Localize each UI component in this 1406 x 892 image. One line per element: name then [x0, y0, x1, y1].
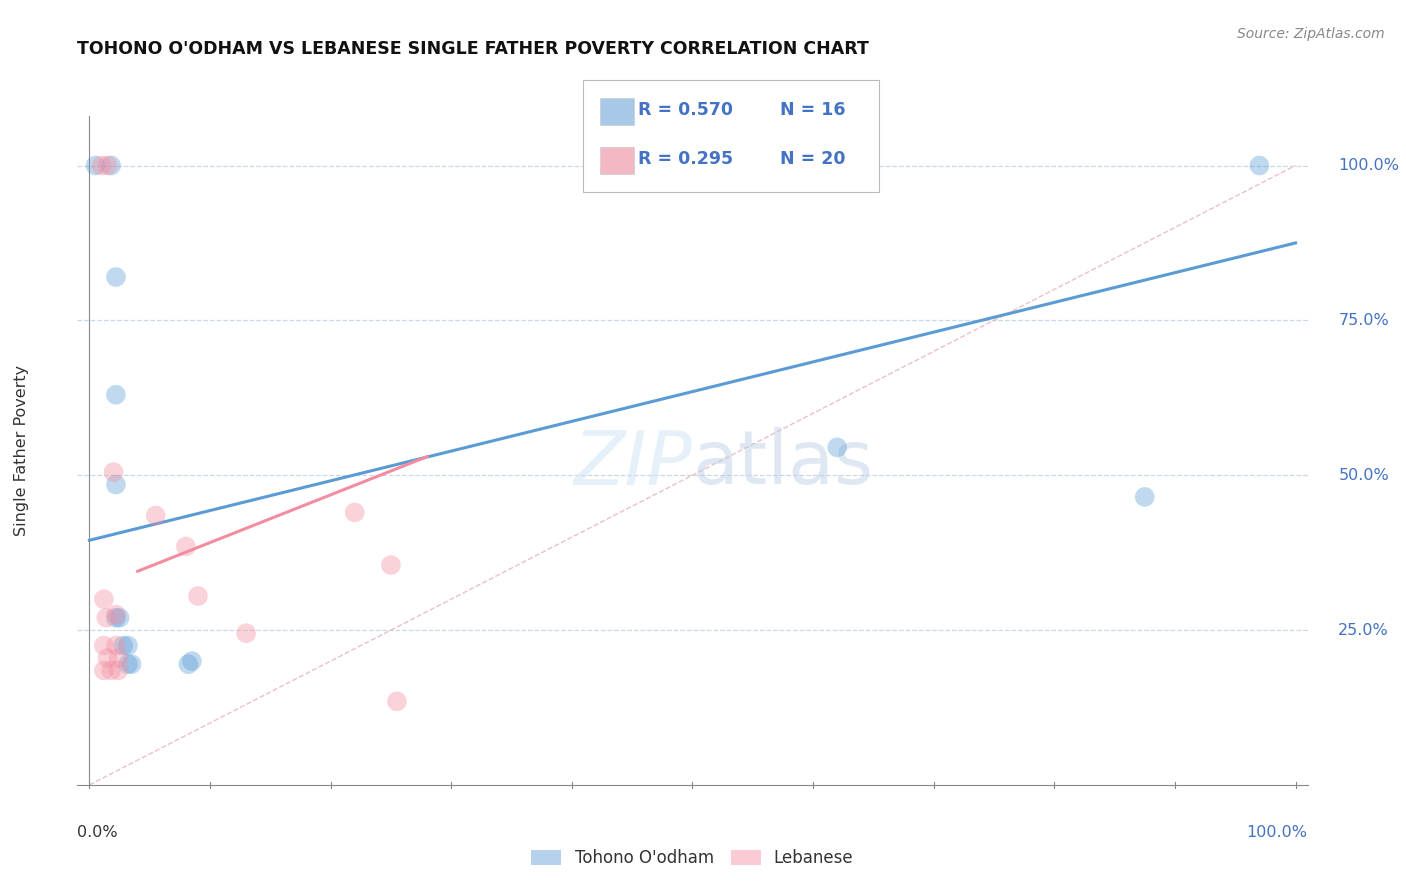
Point — [385, 694, 408, 708]
Point — [180, 654, 202, 668]
Point — [100, 159, 122, 173]
Text: Source: ZipAtlas.com: Source: ZipAtlas.com — [1237, 27, 1385, 41]
Point — [1249, 159, 1271, 173]
Point — [187, 589, 209, 603]
Point — [104, 611, 127, 625]
Point — [174, 540, 197, 554]
Point — [117, 657, 139, 672]
Point — [145, 508, 167, 523]
Text: TOHONO O'ODHAM VS LEBANESE SINGLE FATHER POVERTY CORRELATION CHART: TOHONO O'ODHAM VS LEBANESE SINGLE FATHER… — [77, 40, 869, 58]
Point — [104, 639, 127, 653]
Point — [104, 387, 127, 401]
Text: 75.0%: 75.0% — [1339, 313, 1389, 328]
Text: R = 0.295: R = 0.295 — [638, 150, 734, 168]
Text: 100.0%: 100.0% — [1339, 158, 1399, 173]
Point — [104, 607, 127, 622]
Point — [1133, 490, 1156, 504]
Text: N = 16: N = 16 — [780, 101, 846, 119]
Point — [117, 639, 139, 653]
Point — [121, 657, 143, 672]
Point — [104, 477, 127, 491]
Text: 100.0%: 100.0% — [1247, 825, 1308, 840]
Text: N = 20: N = 20 — [780, 150, 846, 168]
Point — [107, 664, 129, 678]
Point — [96, 159, 118, 173]
Point — [235, 626, 257, 640]
Point — [93, 664, 115, 678]
Point — [84, 159, 107, 173]
Point — [90, 159, 112, 173]
Point — [380, 558, 402, 572]
Text: ZIP: ZIP — [574, 428, 693, 500]
Point — [825, 441, 848, 455]
Point — [177, 657, 200, 672]
Point — [103, 465, 125, 479]
Point — [104, 270, 127, 285]
Legend: Tohono O'odham, Lebanese: Tohono O'odham, Lebanese — [524, 842, 860, 873]
Text: R = 0.570: R = 0.570 — [638, 101, 734, 119]
Point — [112, 639, 135, 653]
Point — [93, 639, 115, 653]
Text: 50.0%: 50.0% — [1339, 467, 1389, 483]
Point — [96, 611, 118, 625]
Text: 0.0%: 0.0% — [77, 825, 118, 840]
Point — [93, 592, 115, 607]
Text: Single Father Poverty: Single Father Poverty — [14, 365, 30, 536]
Point — [100, 664, 122, 678]
Text: 25.0%: 25.0% — [1339, 623, 1389, 638]
Point — [108, 611, 131, 625]
Text: atlas: atlas — [693, 427, 873, 500]
Point — [343, 505, 366, 519]
Point — [96, 651, 118, 665]
Point — [107, 651, 129, 665]
